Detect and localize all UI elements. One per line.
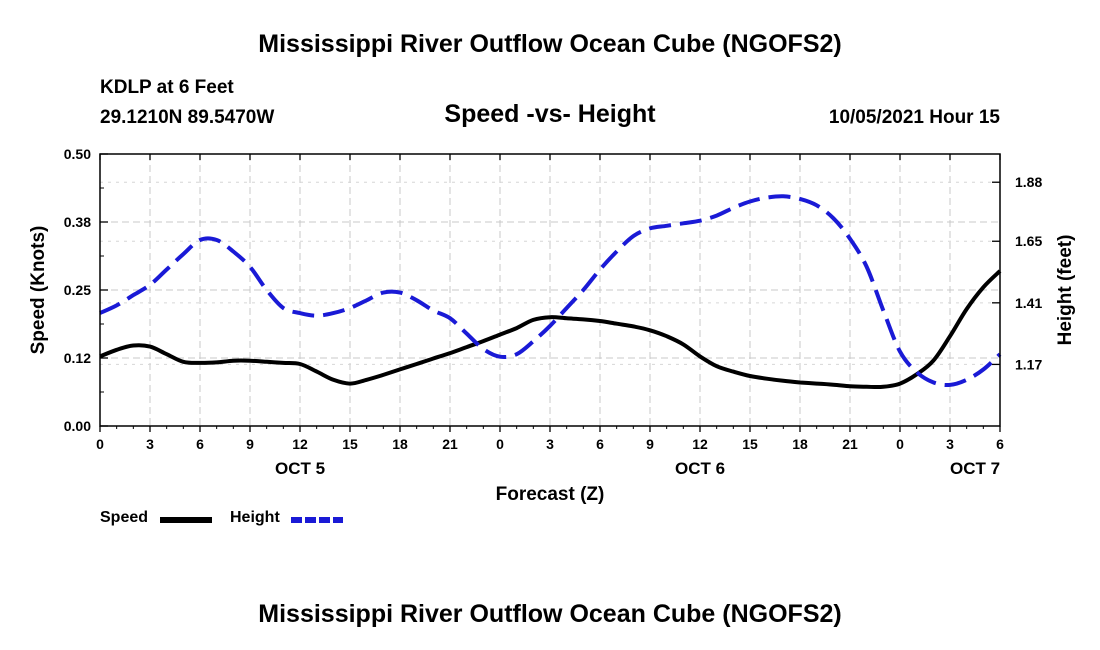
station-coordinates: 29.1210N 89.5470W (100, 107, 275, 128)
x-tick-label: 0 (96, 436, 104, 452)
footer-title: Mississippi River Outflow Ocean Cube (NG… (258, 600, 842, 628)
x-tick-label: 6 (596, 436, 604, 452)
x-tick-label: 12 (292, 436, 308, 452)
date-label: OCT 5 (275, 459, 325, 478)
x-tick-label: 6 (196, 436, 204, 452)
chart-title: Mississippi River Outflow Ocean Cube (NG… (258, 30, 842, 58)
y-right-tick-label: 1.65 (1015, 233, 1042, 249)
x-tick-label: 3 (946, 436, 954, 452)
y-left-tick-label: 0.38 (64, 214, 91, 230)
x-tick-label: 15 (342, 436, 358, 452)
x-tick-label: 0 (496, 436, 504, 452)
x-tick-label: 18 (392, 436, 408, 452)
y-left-tick-label: 0.25 (64, 282, 91, 298)
y-left-tick-label: 0.50 (64, 146, 91, 162)
y-right-tick-label: 1.88 (1015, 174, 1042, 190)
x-tick-label: 3 (146, 436, 154, 452)
x-tick-label: 21 (842, 436, 858, 452)
x-tick-label: 18 (792, 436, 808, 452)
y-right-tick-label: 1.41 (1015, 295, 1042, 311)
axes: 0 3 6 9 12 15 18 21 0 3 6 9 12 15 18 21 0 3 6 OCT 5 OCT 6 OCT… (64, 146, 1043, 478)
x-tick-label: 15 (742, 436, 758, 452)
y-left-tick-label: 0.00 (64, 418, 91, 434)
x-tick-label: 6 (996, 436, 1004, 452)
y-left-tick-label: 0.12 (64, 350, 91, 366)
forecast-datetime: 10/05/2021 Hour 15 (828, 107, 1000, 128)
x-tick-label: 9 (646, 436, 654, 452)
x-tick-label: 3 (546, 436, 554, 452)
x-axis-label: Forecast (Z) (496, 484, 605, 505)
grid (100, 154, 1000, 426)
x-tick-label: 9 (246, 436, 254, 452)
y-axis-right-label: Height (feet) (1055, 235, 1076, 346)
series-lines (99, 194, 1002, 390)
x-tick-label: 21 (442, 436, 458, 452)
chart-subtitle: Speed -vs- Height (444, 100, 656, 128)
height-series-line (99, 194, 1002, 388)
station-label: KDLP at 6 Feet (100, 77, 234, 98)
y-axis-left-label: Speed (Knots) (28, 226, 49, 355)
date-label: OCT 6 (675, 459, 725, 478)
x-tick-label: 12 (692, 436, 708, 452)
speed-series-line (99, 269, 1002, 390)
date-label: OCT 7 (950, 459, 1000, 478)
legend-height-label: Height (230, 509, 280, 526)
legend-speed-label: Speed (100, 509, 149, 526)
y-right-tick-label: 1.17 (1015, 356, 1042, 372)
x-tick-label: 0 (896, 436, 904, 452)
